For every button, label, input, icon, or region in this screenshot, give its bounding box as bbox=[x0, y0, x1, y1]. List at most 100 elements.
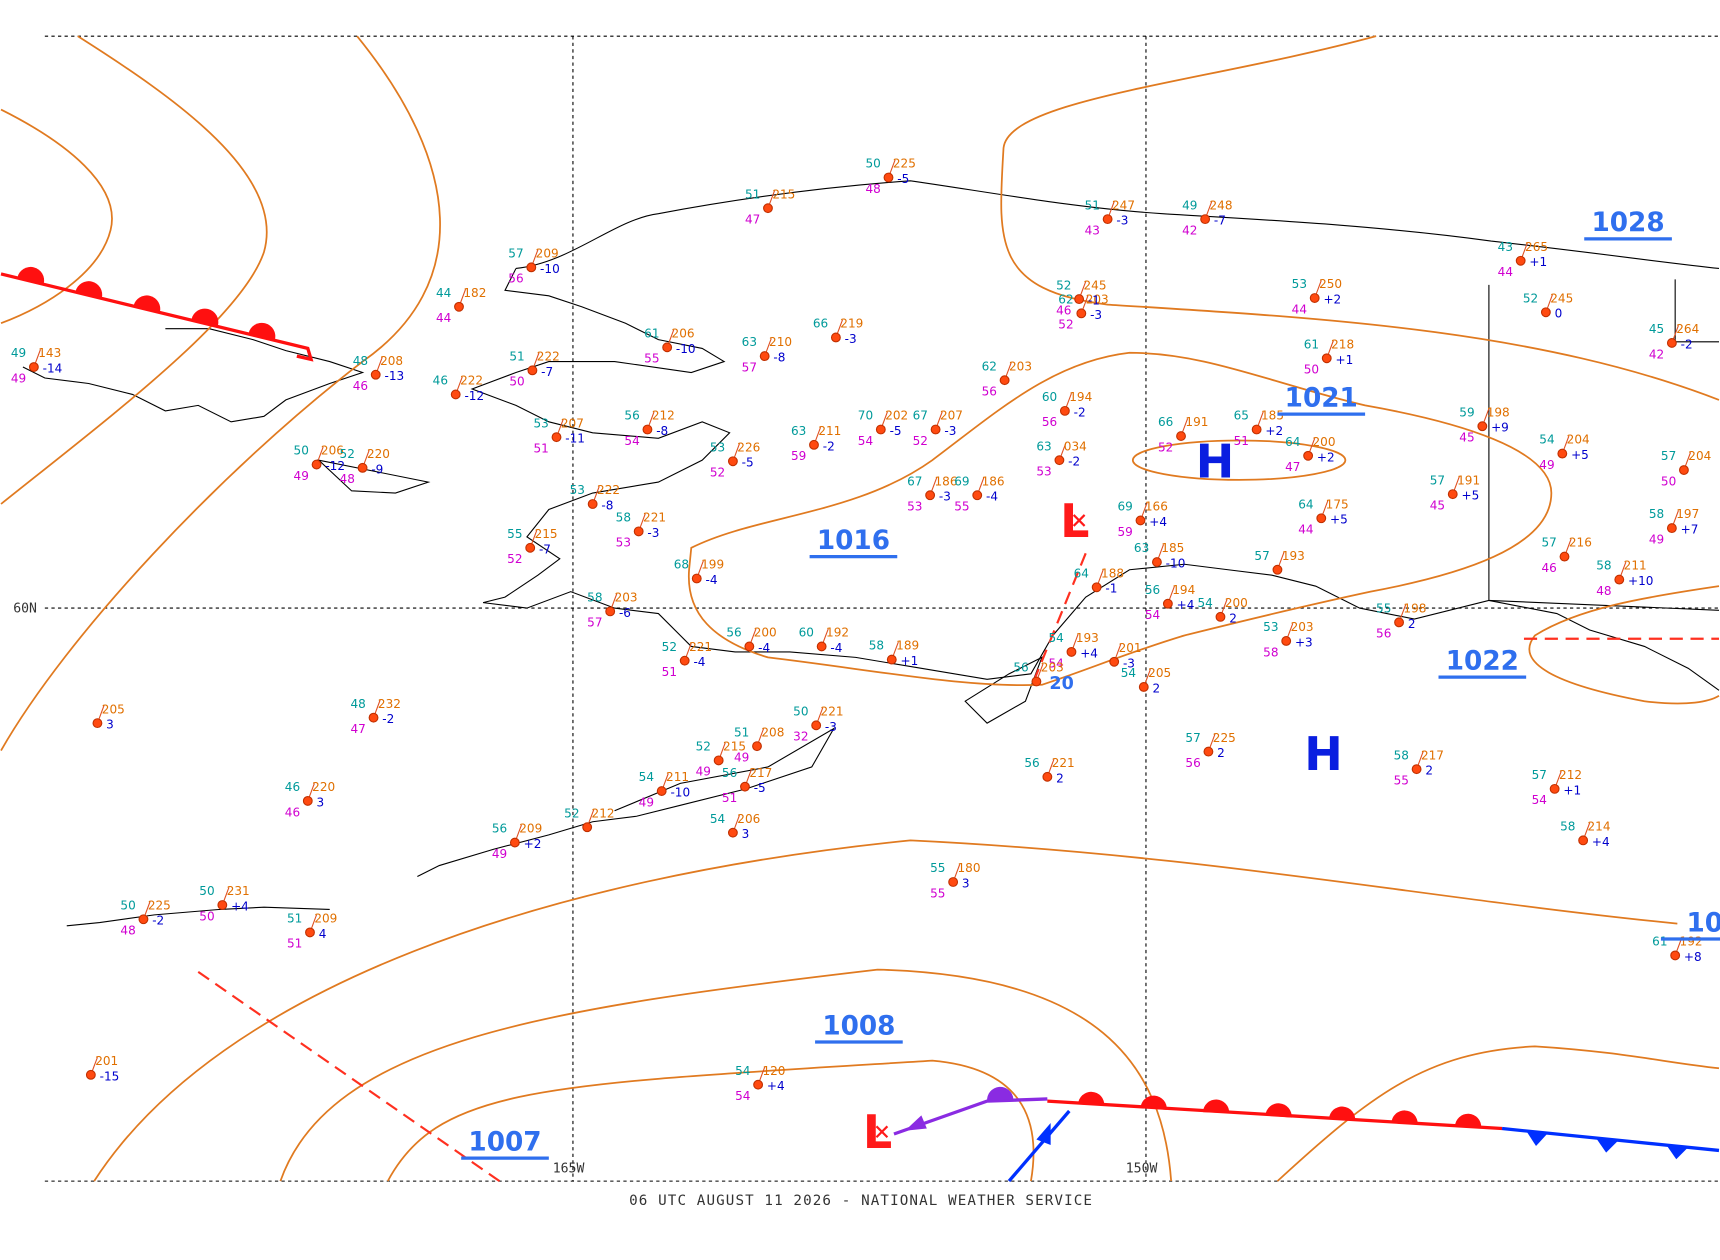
low-marker bbox=[1072, 514, 1086, 527]
dewpoint: 55 bbox=[1394, 773, 1409, 787]
station-marker bbox=[830, 332, 841, 343]
pressure: 198 bbox=[1403, 601, 1426, 615]
station: 65 185 51 +2 bbox=[1234, 409, 1284, 448]
dewpoint: 54 bbox=[1048, 656, 1063, 670]
station-marker bbox=[1054, 455, 1065, 466]
station-marker bbox=[1176, 431, 1186, 441]
front-symbol bbox=[987, 1086, 1014, 1102]
trough bbox=[1029, 552, 1087, 689]
station-marker bbox=[713, 755, 724, 766]
station-marker bbox=[1042, 771, 1053, 782]
pressure: 221 bbox=[643, 511, 666, 525]
pressure-tendency: -1 bbox=[1105, 582, 1117, 596]
station-marker bbox=[1477, 421, 1488, 432]
dewpoint: 56 bbox=[1185, 756, 1200, 770]
station: 57 204 50 bbox=[1661, 449, 1711, 488]
temperature: 53 bbox=[1263, 620, 1278, 634]
pressure: 193 bbox=[1282, 549, 1305, 563]
station-marker bbox=[1411, 764, 1422, 775]
pressure: 210 bbox=[769, 335, 792, 349]
grid-label: 150W bbox=[1126, 1161, 1158, 1176]
station-marker bbox=[1251, 424, 1262, 435]
station-marker bbox=[1059, 405, 1070, 416]
pressure-tendency: +4 bbox=[1177, 598, 1195, 612]
temperature: 57 bbox=[508, 246, 523, 260]
dewpoint: 49 bbox=[639, 795, 654, 809]
low-marker bbox=[875, 1125, 889, 1139]
station: 56 203 bbox=[1013, 661, 1064, 687]
pressure: 186 bbox=[982, 474, 1005, 488]
dewpoint: 53 bbox=[1036, 465, 1051, 479]
station: 52 245 46 -1 bbox=[1056, 278, 1106, 317]
front-symbol bbox=[133, 295, 161, 313]
station-marker bbox=[305, 927, 315, 938]
pressure: 232 bbox=[378, 697, 401, 711]
isobar-label: 1022 bbox=[1446, 646, 1519, 676]
temperature: 55 bbox=[507, 527, 522, 541]
pressure-tendency: -3 bbox=[647, 526, 659, 540]
dewpoint: 52 bbox=[913, 434, 928, 448]
temperature: 49 bbox=[1182, 198, 1197, 212]
station: 57 209 56 -10 bbox=[508, 246, 559, 285]
pressure-tendency: -10 bbox=[1166, 557, 1186, 571]
temperature: 53 bbox=[710, 440, 725, 454]
station: 48 232 47 -2 bbox=[351, 697, 401, 736]
station: 69 166 59 +4 bbox=[1117, 500, 1167, 539]
pressure: 226 bbox=[737, 440, 760, 454]
pressure: 206 bbox=[672, 326, 695, 340]
station-marker bbox=[753, 1079, 764, 1090]
temperature: 56 bbox=[722, 766, 737, 780]
station-marker bbox=[526, 262, 537, 273]
pressure-tendency: 2 bbox=[1408, 617, 1416, 631]
station-marker bbox=[370, 369, 381, 380]
pressure: 207 bbox=[940, 409, 963, 423]
station: 48 208 46 -13 bbox=[353, 354, 404, 393]
pressure-tendency: -7 bbox=[541, 365, 553, 379]
temperature: 49 bbox=[11, 346, 26, 360]
labels: 60N 165W 150W 1028 1021 1016 1022 1008 1007 10 H H L… bbox=[13, 208, 1720, 1176]
station: 58 217 55 2 bbox=[1394, 748, 1444, 787]
temperature: 58 bbox=[1560, 820, 1575, 834]
station-marker bbox=[727, 456, 738, 467]
dewpoint: 46 bbox=[353, 379, 368, 393]
annotation: 20 bbox=[1049, 674, 1073, 694]
dewpoint: 53 bbox=[616, 536, 631, 550]
pressure: 211 bbox=[818, 424, 841, 438]
station: 67 186 53 -3 bbox=[907, 474, 957, 513]
dewpoint: 44 bbox=[436, 311, 451, 325]
station-marker bbox=[605, 606, 616, 617]
pressure-tendency: -1 bbox=[1088, 294, 1100, 308]
station: 52 212 bbox=[564, 806, 615, 833]
temperature: 64 bbox=[1074, 566, 1089, 580]
dewpoint: 59 bbox=[1117, 525, 1132, 539]
temperature: 54 bbox=[1121, 666, 1136, 680]
pressure-tendency: -11 bbox=[565, 432, 585, 446]
station: 53 222-8 bbox=[570, 483, 620, 512]
pressure: 225 bbox=[148, 898, 171, 912]
temperature: 56 bbox=[624, 409, 639, 423]
temperature: 58 bbox=[1394, 748, 1409, 762]
pressure: 193 bbox=[1076, 631, 1099, 645]
pressure-tendency: +5 bbox=[1571, 448, 1589, 462]
station: 69 186 55 -4 bbox=[954, 474, 1004, 513]
pressure-tendency: 2 bbox=[1056, 771, 1064, 785]
temperature: 68 bbox=[674, 558, 689, 572]
pressure: 203 bbox=[1086, 292, 1109, 306]
station-marker bbox=[930, 424, 941, 435]
pressure: 225 bbox=[893, 157, 916, 171]
temperature: 51 bbox=[509, 349, 524, 363]
station-marker bbox=[656, 786, 667, 796]
station: 55 198 56 2 bbox=[1376, 601, 1426, 640]
front-symbol bbox=[17, 266, 45, 284]
station: 46 220 46 3 bbox=[285, 780, 335, 819]
temperature: 50 bbox=[120, 898, 135, 912]
temperature: 56 bbox=[492, 822, 507, 836]
pressure-tendency: +9 bbox=[1491, 421, 1509, 435]
isobar bbox=[279, 968, 1173, 1182]
pressure: 248 bbox=[1210, 198, 1233, 212]
pressure-tendency: -2 bbox=[152, 914, 164, 928]
dewpoint: 48 bbox=[120, 924, 135, 938]
pressure-tendency: +4 bbox=[1149, 515, 1167, 529]
station-marker bbox=[587, 499, 598, 509]
